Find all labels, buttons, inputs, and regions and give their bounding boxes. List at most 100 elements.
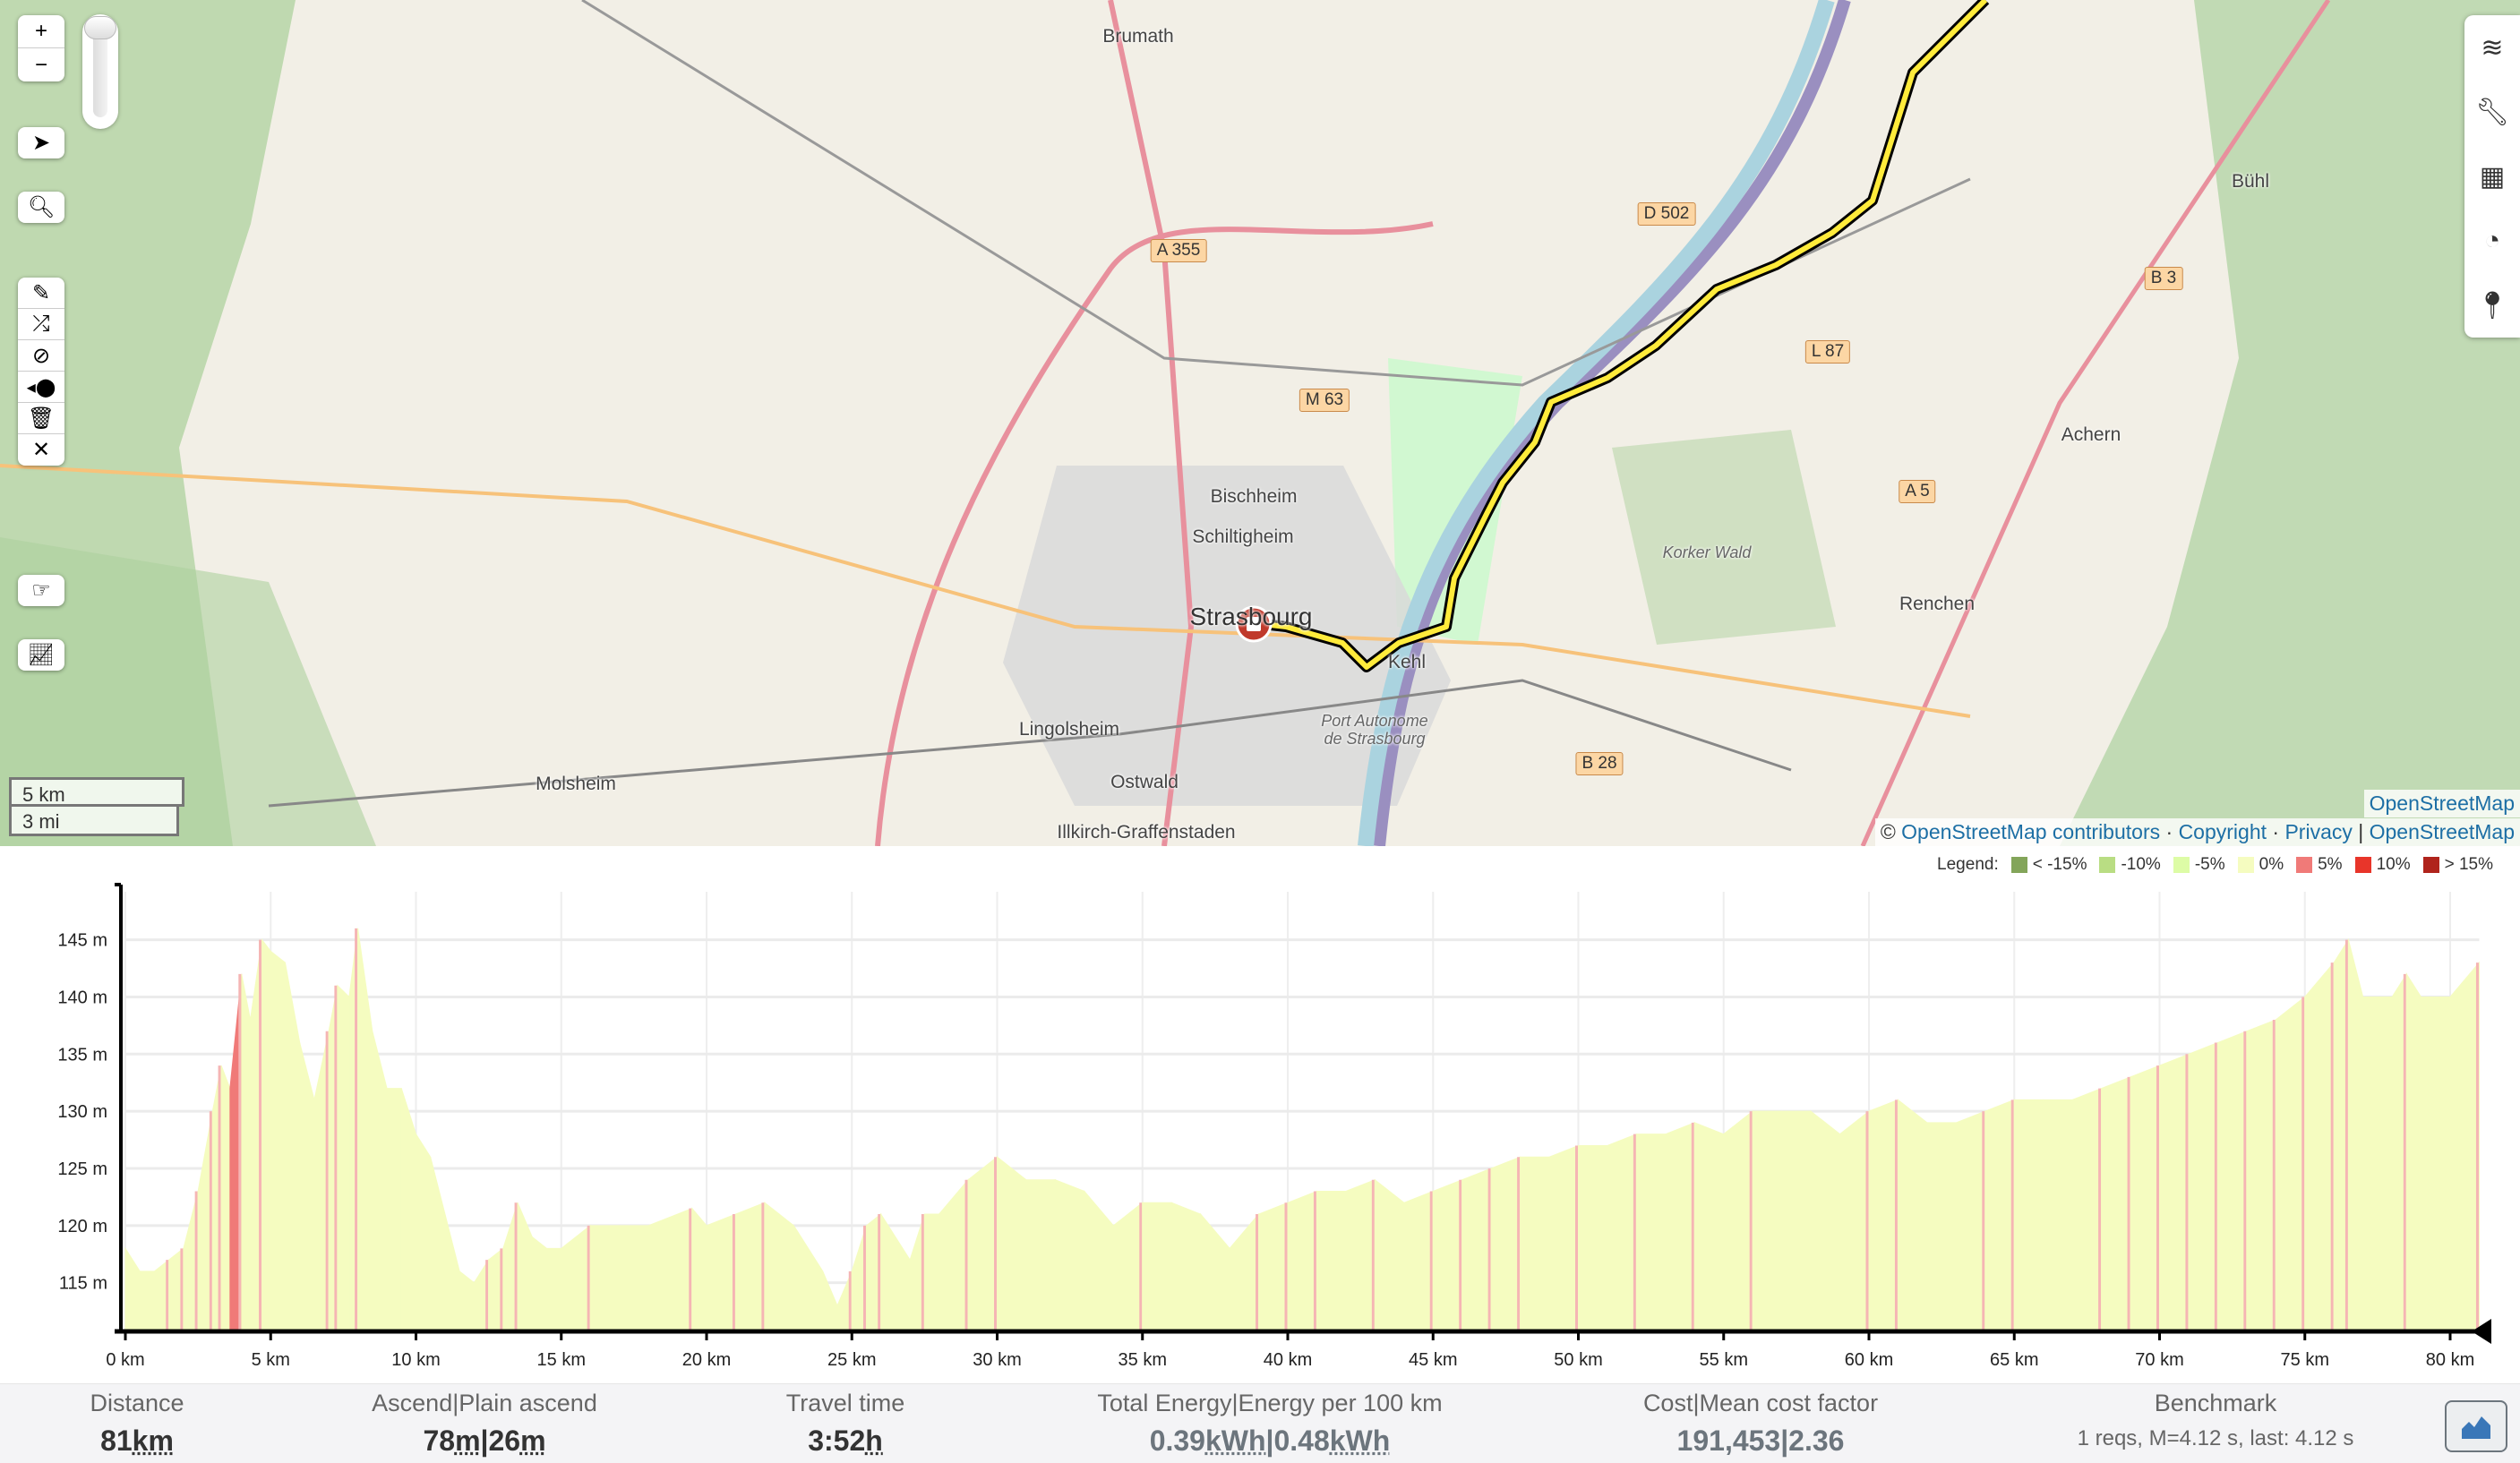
place-label: Achern [2061,424,2121,445]
y-tick-label: 115 m [59,1274,107,1294]
road-shield: A 5 [1899,480,1936,503]
hand-pointer-icon[interactable]: ☞ [31,578,51,603]
stat-value: 1 reqs, M=4.12 s, last: 4.12 s [2077,1426,2354,1450]
elevation-segment [793,1224,824,1330]
elevation-segment [1781,1110,1812,1330]
elevation-segment [691,1207,707,1330]
road-shield: B 28 [1575,752,1624,775]
legend-label: -10% [2121,855,2161,874]
x-tick-label: 45 km [1409,1350,1457,1370]
place-label: Kehl [1387,652,1427,672]
wrench-icon[interactable]: 🔧︎ [2474,97,2510,127]
elevation-segment [2362,996,2393,1330]
elevation-control: 📈︎ [18,639,64,671]
elevation-chart: 0 km 5 km 10 km 15 km 20 km 25 km 30 km 35 km 40… [57,883,2491,1370]
elevation-segment [822,1270,838,1330]
zoom-in-button[interactable]: + [18,15,64,48]
elevation-segment [1926,1122,1957,1330]
elevation-segment [923,1213,940,1330]
elevation-segment [1984,1099,2015,1330]
legend-swatch [2173,857,2190,873]
legend-swatch [2010,857,2027,873]
elevation-toggle-button[interactable] [2445,1400,2507,1452]
legend-swatch [2422,857,2439,873]
pencil-icon[interactable]: ✎ [18,278,64,309]
fit-route-icon[interactable]: ✕ [31,438,51,462]
elevation-segment [2405,972,2422,1330]
layers-icon[interactable]: ≋ [2481,32,2504,63]
pie-chart-icon[interactable]: ◔ [2483,226,2501,255]
stat-value: 191,453|2.36 [1676,1424,1845,1457]
layer-link-top[interactable]: OpenStreetMap [2369,791,2515,815]
route-line [1262,0,1988,670]
stat-total-energy-energy-per-km: Total Energy|Energy per 100 km 0.39kWh|0.… [1097,1390,1442,1458]
osm-contributors-link[interactable]: OpenStreetMap contributors [1901,820,2161,843]
elevation-segment [2188,1041,2218,1330]
road-shield: B 3 [2144,267,2183,290]
legend-swatch [2099,857,2116,873]
elevation-segment [1025,1179,1056,1330]
map-marker-icon[interactable]: 📍︎ [2474,290,2510,321]
road-shield: M 63 [1299,389,1350,412]
x-tick-label: 30 km [973,1350,1021,1370]
legend-label: > 15% [2444,855,2493,874]
stat-value: 0.39kWh|0.48kWh [1149,1424,1391,1457]
stat-benchmark: Benchmark 1 reqs, M=4.12 s, last: 4.12 s [2078,1390,2354,1451]
elevation-segment [997,1156,1027,1330]
elevation-segment [1461,1168,1492,1330]
elevation-segment [261,938,271,1330]
stat-label: Ascend|Plain ascend [372,1390,597,1416]
legend-label: < -15% [2032,855,2087,874]
elevation-segment [444,1213,460,1330]
place-label: Strasbourg [1189,603,1313,630]
stat-ascend-plain-ascend: Ascend|Plain ascend 78m|26m [372,1390,597,1458]
privacy-link[interactable]: Privacy [2284,820,2353,843]
search-icon[interactable]: 🔍︎ [27,195,56,219]
copyright-link[interactable]: Copyright [2178,820,2267,843]
scale-km: 5 km [9,777,184,807]
elevation-profile[interactable]: Legend: < -15% -10% -5% 0% 5% 10% > 15% 0 km 5 … [0,846,2520,1383]
elevation-segment [2246,1019,2276,1330]
layer-link[interactable]: OpenStreetMap [2369,820,2515,843]
elevation-segment [357,928,373,1330]
chart-line-icon[interactable]: 📈︎ [27,643,56,667]
y-tick-label: 135 m [57,1045,107,1065]
elevation-segment [1635,1134,1667,1330]
elevation-segment [2304,961,2335,1330]
shuffle-icon[interactable]: ⤮ [18,309,64,340]
legend-label: 5% [2318,855,2343,874]
map-tiles [0,0,2520,846]
trash-icon[interactable]: 🗑︎ [18,403,64,434]
elevation-segment [1868,1099,1899,1330]
elevation-segment [220,1065,231,1330]
x-tick-label: 20 km [682,1350,731,1370]
elevation-segment [1839,1110,1870,1330]
locate-icon[interactable]: ➤ [31,131,51,155]
x-tick-label: 80 km [2426,1350,2474,1370]
stat-label: Benchmark [2154,1390,2277,1416]
elevation-segment [1316,1191,1347,1330]
elevation-segment [2275,996,2306,1330]
stat-travel-time: Travel time 3:52h [786,1390,905,1458]
legend-swatch [2237,857,2254,873]
x-tick-label: 40 km [1264,1350,1312,1370]
elevation-segment [1170,1202,1202,1330]
area-label: Korker Wald [1662,543,1752,561]
elevation-segment [967,1156,998,1330]
ban-icon[interactable]: ⊘ [18,340,64,372]
zoom-slider[interactable] [82,14,118,129]
x-tick-label: 60 km [1845,1350,1893,1370]
table-icon[interactable]: ▦ [2479,161,2506,192]
x-tick-label: 75 km [2281,1350,2329,1370]
delete-last-point-icon[interactable]: ◂⬤ [18,372,64,403]
zoom-out-button[interactable]: − [34,52,47,77]
x-tick-label: 25 km [827,1350,876,1370]
scale-mi: 3 mi [9,807,179,836]
zoom-slider-handle[interactable] [84,16,116,39]
elevation-segment [1432,1179,1463,1330]
elevation-segment [2421,996,2451,1330]
place-label: Brumath [1102,26,1174,47]
area-chart-icon [2462,1416,2490,1439]
elevation-segment [1752,1110,1783,1330]
map[interactable]: Brumath Bischheim Schiltigheim Strasbourg Ke… [0,0,2520,846]
